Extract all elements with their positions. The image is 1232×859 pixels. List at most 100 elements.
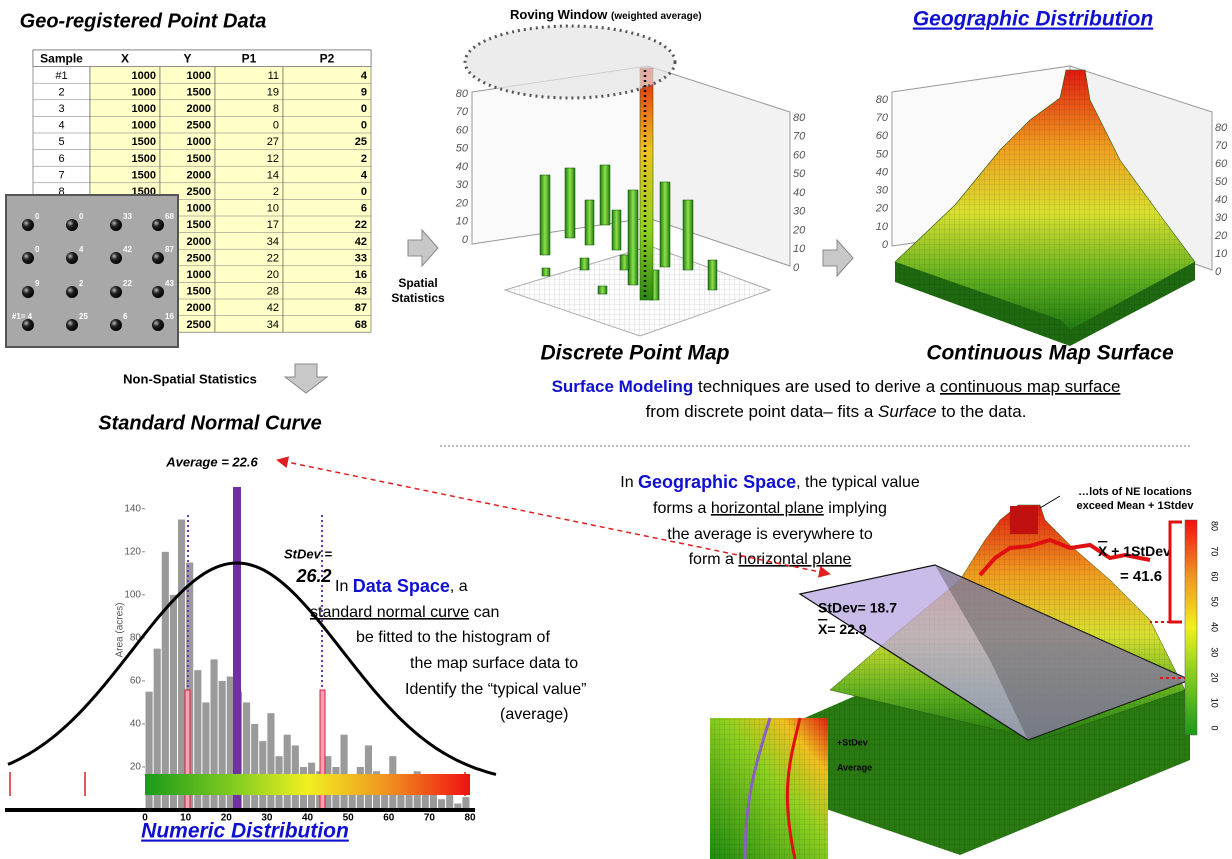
axis-tick-label: 70 xyxy=(876,112,889,124)
table-cell: 3 xyxy=(58,103,64,115)
leader xyxy=(1039,495,1061,509)
table-cell: 2000 xyxy=(187,103,211,115)
section-title: Standard Normal Curve xyxy=(98,412,321,434)
colorbar-tick-label: 30 xyxy=(261,813,273,824)
arrow xyxy=(283,363,329,394)
histogram-bar xyxy=(429,788,437,810)
mean-plus-value: = 41.6 xyxy=(1120,568,1162,585)
legend-tick-label: 60 xyxy=(1210,571,1220,581)
inset-label: +StDev xyxy=(837,737,868,747)
point-label: 9 xyxy=(35,279,40,288)
point-label: 43 xyxy=(165,279,174,288)
histogram-bar xyxy=(153,648,161,810)
axis-tick-label: 50 xyxy=(876,148,889,160)
table-cell: 25 xyxy=(355,136,367,148)
table-cell: 22 xyxy=(355,219,367,231)
legend-tick-label: 20 xyxy=(1210,672,1220,682)
caption: Discrete Point Map xyxy=(540,342,729,365)
text: the average is everywhere to xyxy=(667,526,873,543)
geo-space-text: In Geographic Space, the typical value f… xyxy=(620,472,920,568)
table-cell: 6 xyxy=(58,153,64,165)
label: (weighted average) xyxy=(611,11,702,22)
underlined: continuous map surface xyxy=(940,377,1121,396)
text: forms a horizontal plane implying xyxy=(653,500,887,517)
underlined: horizontal plane xyxy=(738,551,851,568)
plane-stat: X= 22.9 xyxy=(818,621,867,637)
table-header: Sample xyxy=(40,51,83,65)
table-cell: 27 xyxy=(267,136,279,148)
table-cell: 1500 xyxy=(187,286,211,298)
section-title: Geographic Distribution xyxy=(913,8,1153,31)
histogram-bar xyxy=(267,713,275,810)
text: be fitted to the histogram of xyxy=(356,629,550,646)
table-column xyxy=(282,49,372,333)
mean-symbol: X xyxy=(1098,543,1108,559)
axis-tick-label: 30 xyxy=(1215,212,1228,224)
colorbar-tick-label: 40 xyxy=(302,813,314,824)
peak xyxy=(1010,506,1038,534)
text: techniques are used to derive a xyxy=(693,377,940,396)
legend-tick-label: 0 xyxy=(1210,725,1220,730)
axis-tick-label: 20 xyxy=(455,197,469,209)
text: In xyxy=(620,474,638,491)
table-cell: 68 xyxy=(355,319,367,331)
text: , the typical value xyxy=(796,474,920,491)
plane-stat: StDev= 18.7 xyxy=(818,600,897,616)
histogram-bar xyxy=(210,659,218,810)
point-label: 6 xyxy=(123,312,128,321)
point-label: 0 xyxy=(79,212,84,221)
table-cell: 1000 xyxy=(187,136,211,148)
colorbar-tick-label: 20 xyxy=(221,813,233,824)
legend-tick-label: 70 xyxy=(1210,546,1220,556)
axis-tick-label: 50 xyxy=(1215,176,1228,188)
table-cell: 1500 xyxy=(187,219,211,231)
table-header: X xyxy=(121,51,129,65)
table-cell: 1500 xyxy=(187,86,211,98)
table-cell: 6 xyxy=(361,203,367,215)
table-cell: 2000 xyxy=(187,236,211,248)
point-label: 25 xyxy=(79,312,88,321)
table-cell: 0 xyxy=(273,120,279,132)
histogram-bar xyxy=(226,676,234,810)
sample-point xyxy=(152,286,164,298)
axis-tick-label: 80 xyxy=(456,88,469,100)
point-label: 33 xyxy=(123,212,132,221)
point-bars xyxy=(539,67,718,301)
table-cell: 22 xyxy=(267,252,279,264)
label: Roving Window (weighted average) xyxy=(510,7,702,22)
mean-symbol: X xyxy=(818,621,828,637)
y-tick-label: 60 xyxy=(130,676,142,687)
sample-point xyxy=(110,286,122,298)
y-tick-label: 140 xyxy=(124,503,141,514)
table-cell: 4 xyxy=(58,120,64,132)
axis-tick-label: 20 xyxy=(875,203,889,215)
axis-tick-label: 30 xyxy=(456,179,469,191)
sample-point xyxy=(110,219,122,231)
table-cell: 1000 xyxy=(132,103,156,115)
histogram-bar xyxy=(161,551,169,810)
axis-tick-label: 50 xyxy=(793,168,806,180)
table-cell: 2 xyxy=(58,86,64,98)
table-cell: 87 xyxy=(355,302,367,314)
underlined: horizontal plane xyxy=(711,500,824,517)
label: Roving Window xyxy=(510,7,608,22)
axis-tick-label: 40 xyxy=(1215,194,1228,206)
histogram-bar xyxy=(186,562,194,810)
histogram-bar xyxy=(283,734,291,810)
axis-tick-label: 10 xyxy=(1215,248,1228,260)
axis-tick-label: 0 xyxy=(1215,266,1222,278)
table-cell: 2500 xyxy=(187,120,211,132)
axis-tick-label: 30 xyxy=(793,206,806,218)
axis-tick-label: 20 xyxy=(1214,230,1228,242)
table-cell: 0 xyxy=(361,120,367,132)
arrow xyxy=(822,238,854,278)
axis-ticks: 80 70 60 50 40 30 20 10 0 80 70 60 50 40 30 20 10 0 xyxy=(455,88,806,274)
point-label: 87 xyxy=(165,245,174,254)
axis-tick-label: 40 xyxy=(793,187,806,199)
arrow xyxy=(407,228,439,268)
axis-tick-label: 0 xyxy=(462,234,469,246)
label: Non-Spatial Statistics xyxy=(123,371,257,386)
table-cell: 8 xyxy=(58,186,64,198)
histogram-bar xyxy=(340,734,348,810)
y-axis-label: Area (acres) xyxy=(115,602,126,657)
